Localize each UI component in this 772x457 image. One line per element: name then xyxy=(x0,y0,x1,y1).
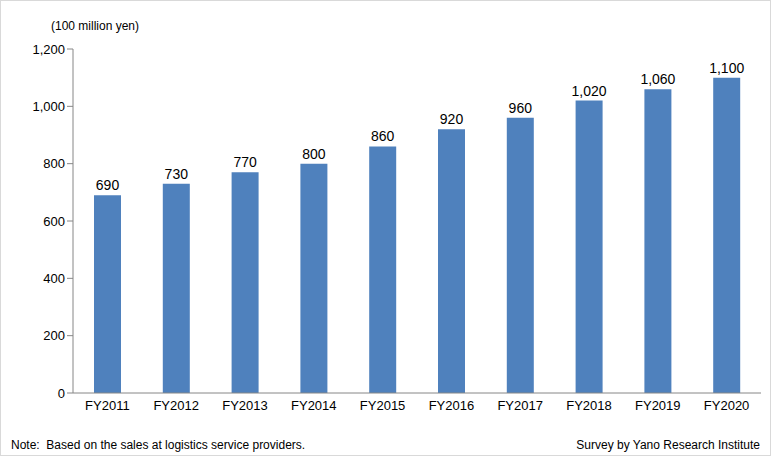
svg-text:400: 400 xyxy=(43,271,65,286)
svg-text:770: 770 xyxy=(233,154,257,170)
svg-text:FY2014: FY2014 xyxy=(291,398,337,413)
svg-text:600: 600 xyxy=(43,214,65,229)
svg-text:200: 200 xyxy=(43,328,65,343)
svg-text:FY2011: FY2011 xyxy=(85,398,130,413)
svg-text:FY2015: FY2015 xyxy=(360,398,406,413)
svg-text:FY2017: FY2017 xyxy=(497,398,543,413)
svg-text:860: 860 xyxy=(371,128,395,144)
svg-text:730: 730 xyxy=(165,166,189,182)
svg-text:800: 800 xyxy=(302,146,326,162)
svg-text:1,200: 1,200 xyxy=(32,42,65,57)
svg-text:920: 920 xyxy=(440,111,464,127)
html-text:Survey by Yano Research Instit: Survey by Yano Research Institute xyxy=(576,438,760,452)
svg-text:0: 0 xyxy=(58,386,65,401)
svg-text:800: 800 xyxy=(43,156,65,171)
svg-text:FY2012: FY2012 xyxy=(153,398,199,413)
svg-text:FY2018: FY2018 xyxy=(566,398,612,413)
svg-text:690: 690 xyxy=(96,177,120,193)
svg-text:FY2016: FY2016 xyxy=(429,398,475,413)
svg-text:FY2019: FY2019 xyxy=(635,398,681,413)
svg-text:1,020: 1,020 xyxy=(572,83,607,99)
html-text:Note: Based on the sales at lo: Note: Based on the sales at logistics se… xyxy=(11,438,306,452)
svg-text:1,000: 1,000 xyxy=(32,99,65,114)
svg-text:1,060: 1,060 xyxy=(640,71,675,87)
html-text:(100 million yen): (100 million yen) xyxy=(51,19,139,33)
svg-text:FY2013: FY2013 xyxy=(222,398,268,413)
svg-text:FY2020: FY2020 xyxy=(704,398,750,413)
svg-text:1,100: 1,100 xyxy=(709,60,744,76)
svg-text:960: 960 xyxy=(509,100,533,116)
